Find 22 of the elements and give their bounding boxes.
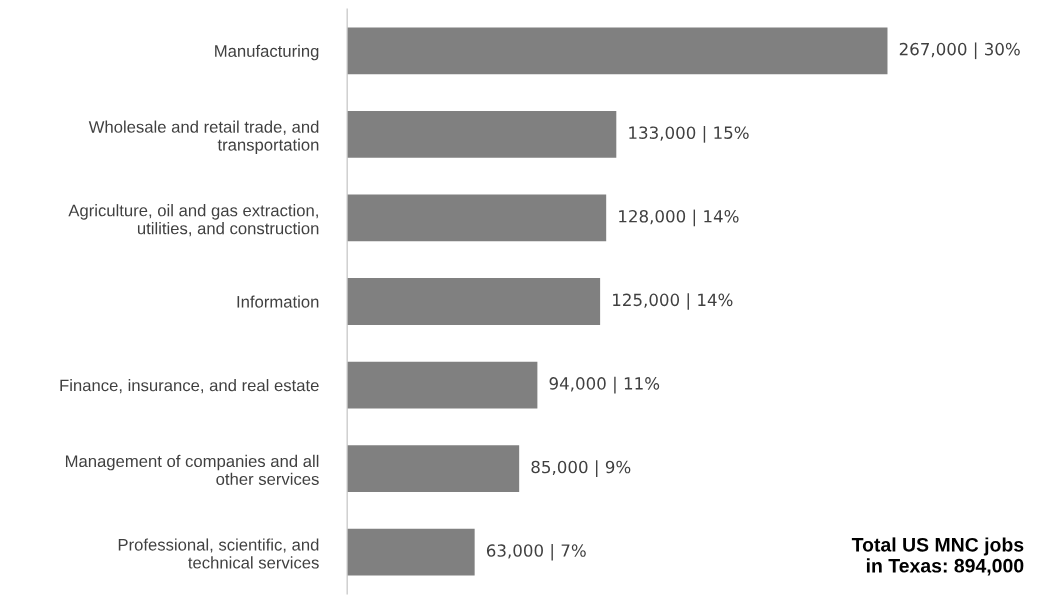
y-tick-label: Agriculture, oil and gas extraction, utilities, and construction [68,204,319,237]
data-label: 85,000 | 9% [531,460,631,477]
data-label: 94,000 | 11% [549,376,660,394]
bar [347,110,617,158]
data-label: 125,000 | 14% [613,293,733,310]
data-label: 133,000 | 15% [629,126,749,143]
y-tick-label: Information [237,295,319,308]
bar [347,528,475,576]
data-label: 128,000 | 14% [619,209,739,227]
y-tick-label: Management of companies and all other services [65,454,319,486]
data-label: 63,000 | 7% [486,543,586,561]
y-tick-label: Finance, insurance, and real estate [60,379,319,394]
bar [347,194,607,242]
bar [347,361,538,409]
y-tick-label: Professional, scientific, and technical services [118,538,319,569]
bar [347,278,601,325]
bar [347,27,888,75]
y-tick-label: Wholesale and retail trade, and transportation [88,120,319,155]
y-tick-label: Manufacturing [215,44,319,61]
data-label: 267,000 | 30% [899,42,1020,60]
annotation: Total US MNC jobs in Texas: 894,000 [851,537,1024,576]
bar [347,445,520,493]
